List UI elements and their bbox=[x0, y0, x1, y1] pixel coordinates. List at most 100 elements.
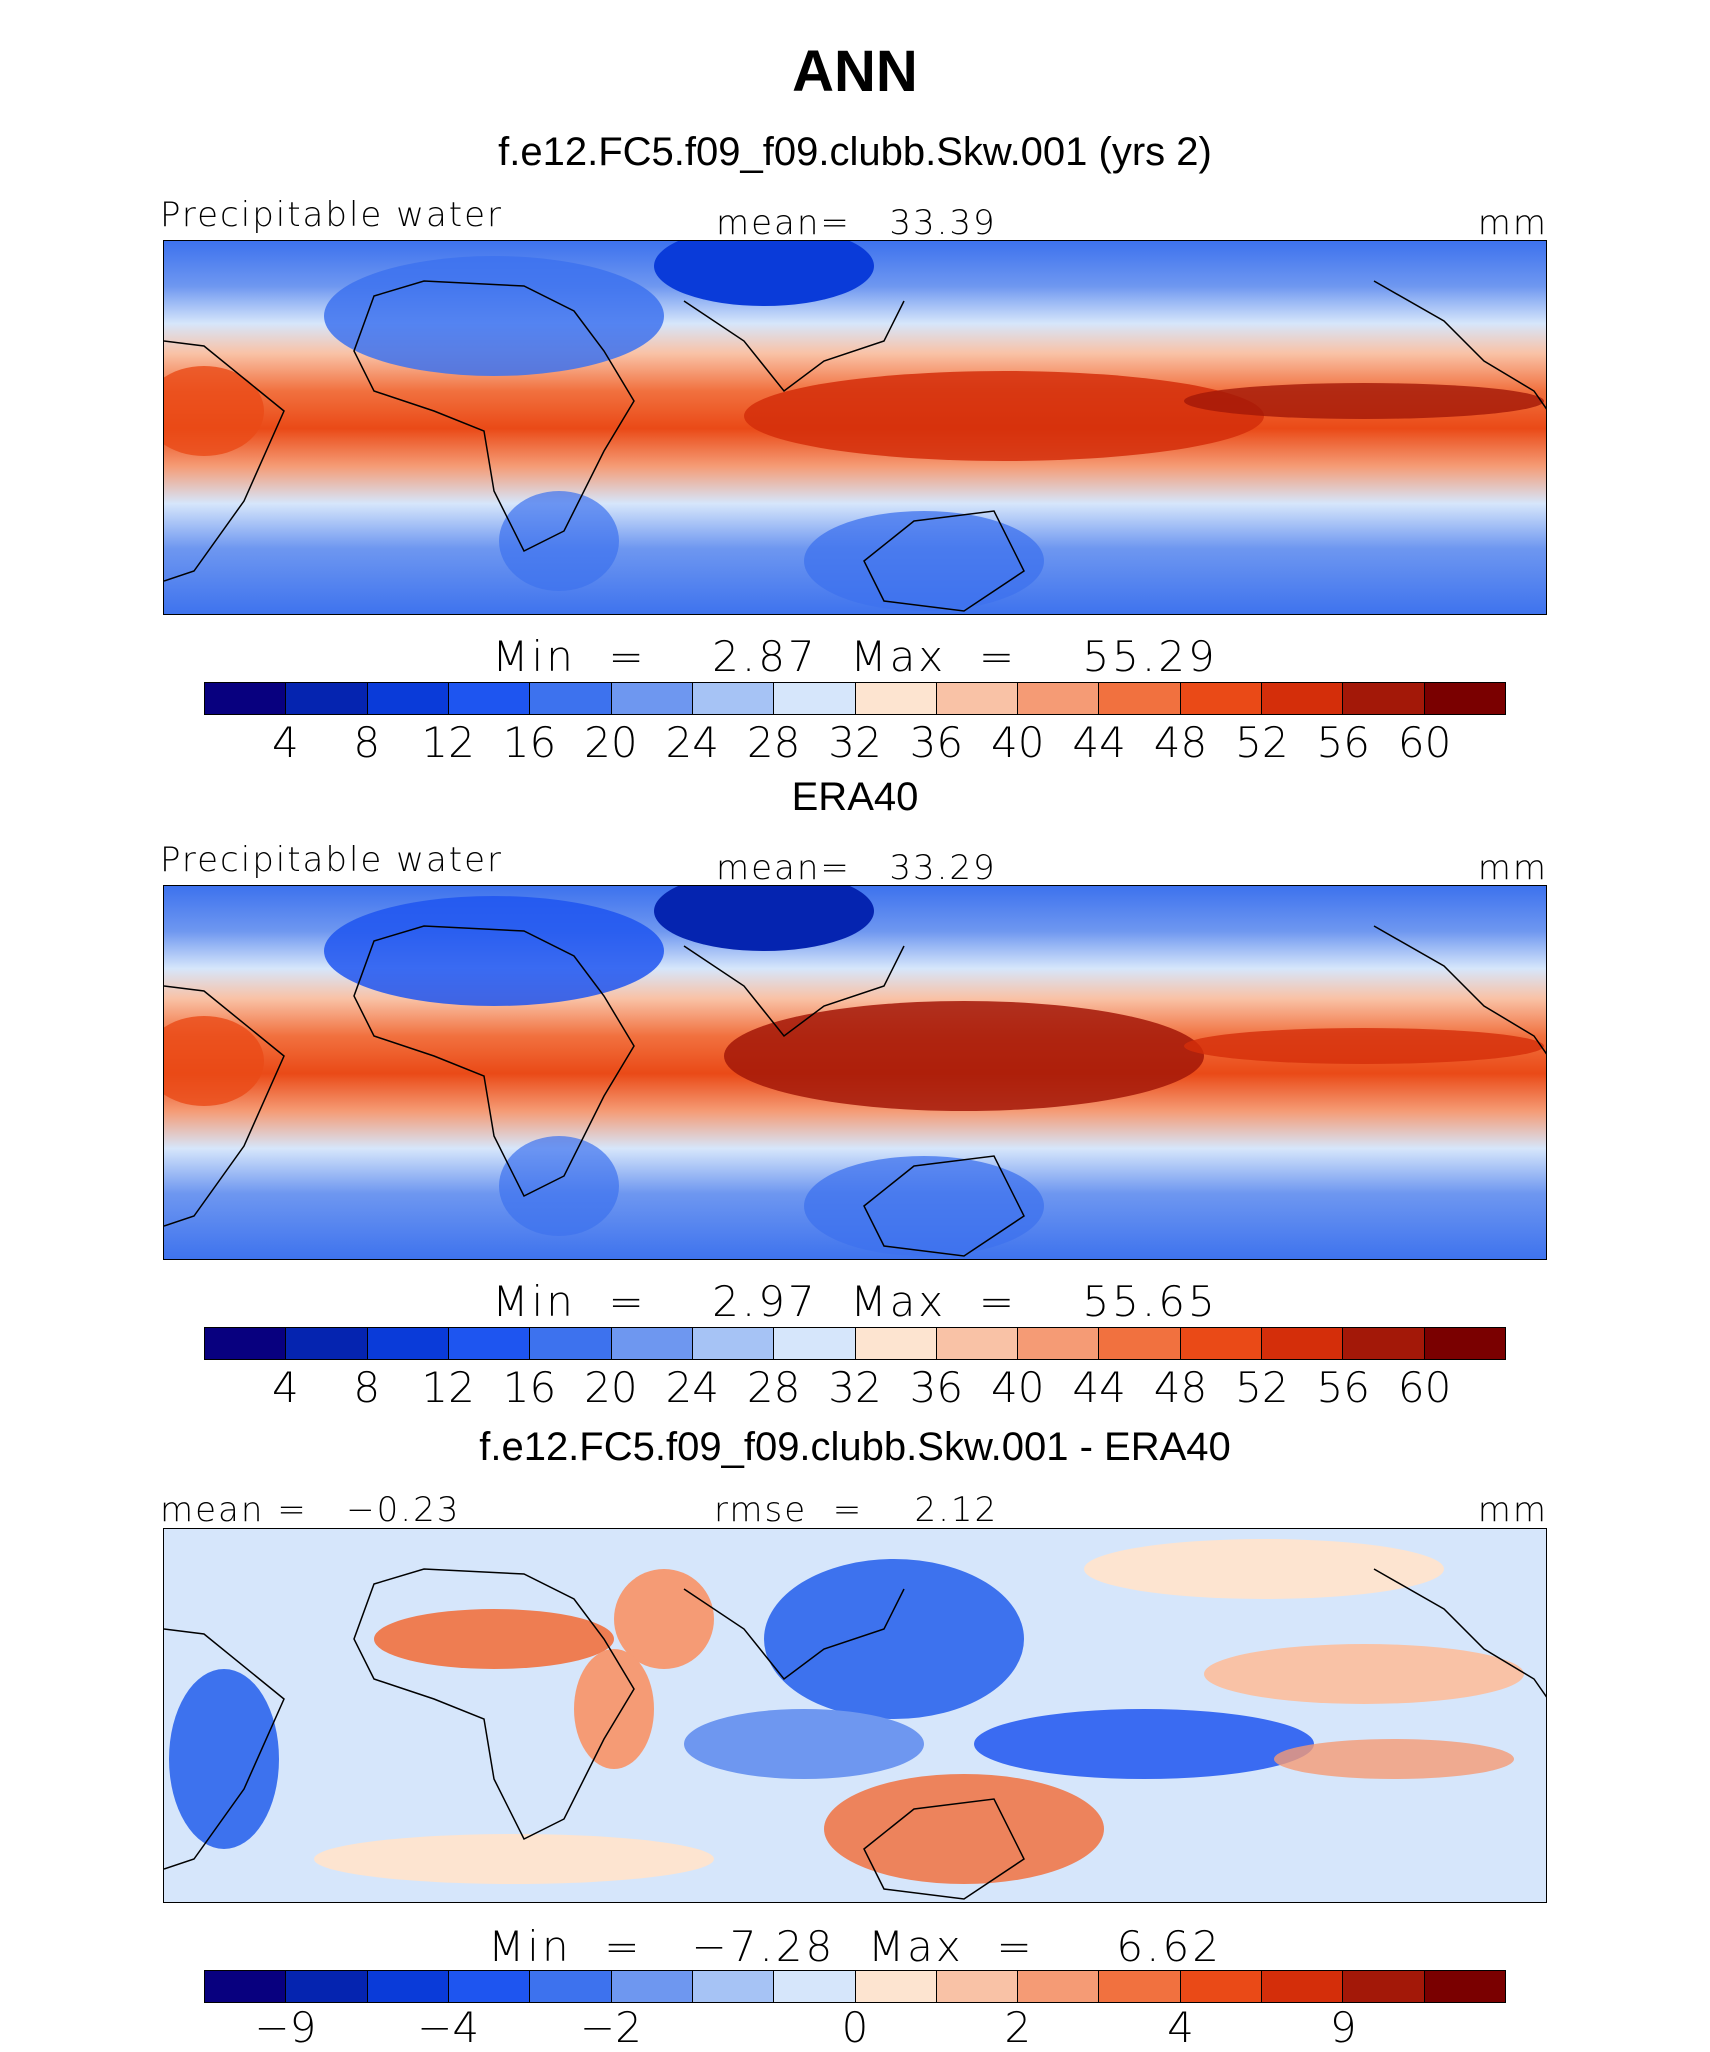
panel2-units-label: mm bbox=[1477, 848, 1548, 888]
colorbar-tick-label: 20 bbox=[584, 718, 638, 767]
colorbar-swatch bbox=[205, 1328, 287, 1359]
colorbar-swatch bbox=[855, 1328, 937, 1359]
colorbar-swatch bbox=[286, 683, 368, 714]
amazon-moist bbox=[164, 1016, 264, 1106]
panel2-colorbar-ticks: 4 8 12 16 20 24 28 32 36 40 44 48 52 56 60 bbox=[204, 1363, 1506, 1412]
colorbar-tick-label: 52 bbox=[1235, 1363, 1289, 1412]
colorbar-tick-label: 8 bbox=[353, 1363, 381, 1412]
west-pacific-warm-pool bbox=[744, 371, 1264, 461]
tibet-dry-region bbox=[654, 886, 874, 951]
colorbar-swatch bbox=[692, 683, 775, 714]
colorbar-swatch bbox=[1343, 1971, 1425, 2002]
colorbar-swatch bbox=[205, 683, 287, 714]
colorbar-swatch bbox=[1099, 683, 1181, 714]
colorbar-tick-label: 16 bbox=[502, 718, 557, 767]
colorbar-tick-label: 40 bbox=[991, 718, 1045, 767]
colorbar-tick-label: −9 bbox=[254, 2003, 317, 2052]
colorbar-tick-label: 12 bbox=[421, 1363, 475, 1412]
colorbar-tick-label: 36 bbox=[909, 718, 964, 767]
colorbar-tick-label: 20 bbox=[584, 1363, 638, 1412]
colorbar-swatch bbox=[855, 683, 937, 714]
colorbar-tick-label: 36 bbox=[909, 1363, 964, 1412]
north-pacific-positive bbox=[1084, 1539, 1444, 1599]
colorbar-swatch bbox=[1343, 683, 1425, 714]
panel2-mean-label: mean= 33.29 bbox=[716, 848, 997, 888]
colorbar-swatch bbox=[855, 1971, 937, 2002]
colorbar-tick-label: 48 bbox=[1153, 718, 1208, 767]
colorbar-swatch bbox=[1424, 1328, 1505, 1359]
colorbar-swatch bbox=[1180, 1971, 1263, 2002]
australia-positive bbox=[824, 1774, 1104, 1884]
colorbar-swatch bbox=[936, 1971, 1019, 2002]
panel2-variable-label: Precipitable water bbox=[160, 840, 504, 880]
colorbar-tick-label: −2 bbox=[579, 2003, 642, 2052]
australia-dry bbox=[804, 1156, 1044, 1256]
colorbar-swatch bbox=[774, 1328, 856, 1359]
panel2-map bbox=[163, 885, 1547, 1260]
coastline-outline bbox=[164, 925, 1546, 1257]
southern-africa-dry bbox=[499, 1136, 619, 1236]
colorbar-swatch bbox=[1424, 1971, 1505, 2002]
colorbar-swatch bbox=[1180, 1328, 1263, 1359]
colorbar-tick-label: 56 bbox=[1316, 718, 1370, 767]
sahara-dry-region bbox=[324, 896, 664, 1006]
colorbar-tick-label: 60 bbox=[1397, 1363, 1452, 1412]
colorbar-swatch bbox=[286, 1971, 368, 2002]
colorbar-swatch bbox=[1343, 1328, 1425, 1359]
colorbar-tick-label: 28 bbox=[746, 718, 801, 767]
east-pacific-itcz bbox=[1184, 383, 1544, 419]
colorbar-swatch bbox=[1099, 1328, 1181, 1359]
colorbar-swatch bbox=[448, 1971, 531, 2002]
colorbar-tick-label: 24 bbox=[665, 718, 719, 767]
colorbar-tick-label: −4 bbox=[417, 2003, 480, 2052]
panel2-minmax: Min = 2.97 Max = 55.65 bbox=[492, 1277, 1218, 1326]
colorbar-swatch bbox=[367, 1971, 449, 2002]
australia-dry bbox=[804, 511, 1044, 611]
panel3-colorbar bbox=[204, 1970, 1506, 2003]
colorbar-tick-label: 9 bbox=[1329, 2003, 1357, 2052]
east-africa-positive bbox=[574, 1649, 654, 1769]
sahel-positive bbox=[374, 1609, 614, 1669]
colorbar-tick-label: 4 bbox=[272, 718, 299, 767]
colorbar-tick-label: 44 bbox=[1072, 718, 1126, 767]
colorbar-swatch bbox=[692, 1971, 775, 2002]
colorbar-swatch bbox=[1262, 683, 1344, 714]
figure-title: ANN bbox=[792, 39, 918, 104]
colorbar-swatch bbox=[448, 683, 531, 714]
colorbar-tick-label: 2 bbox=[1004, 2003, 1032, 2052]
colorbar-swatch bbox=[448, 1328, 531, 1359]
panel3-minmax: Min = −7.28 Max = 6.62 bbox=[488, 1922, 1222, 1971]
west-pacific-warm-pool bbox=[724, 1001, 1204, 1111]
colorbar-tick-label: 48 bbox=[1153, 1363, 1208, 1412]
colorbar-swatch bbox=[530, 1971, 612, 2002]
amazon-negative bbox=[169, 1669, 279, 1849]
colorbar-swatch bbox=[1099, 1971, 1181, 2002]
colorbar-tick-label: 16 bbox=[502, 1363, 557, 1412]
colorbar-tick-label: 0 bbox=[841, 2003, 869, 2052]
coastline-outline bbox=[164, 1568, 1546, 1900]
panel1-mean-label: mean= 33.39 bbox=[716, 203, 997, 243]
colorbar-tick-label: 8 bbox=[353, 718, 381, 767]
colorbar-tick-label: 28 bbox=[746, 1363, 801, 1412]
colorbar-swatch bbox=[1018, 1328, 1100, 1359]
colorbar-tick-label: 52 bbox=[1235, 718, 1289, 767]
tibet-dry-region bbox=[654, 241, 874, 306]
panel3-rmse-label: rmse = 2.12 bbox=[714, 1490, 999, 1530]
panel1-map bbox=[163, 240, 1547, 615]
colorbar-swatch bbox=[367, 683, 449, 714]
colorbar-tick-label: 4 bbox=[272, 1363, 299, 1412]
colorbar-tick-label: 32 bbox=[828, 718, 882, 767]
colorbar-swatch bbox=[1262, 1971, 1344, 2002]
colorbar-swatch bbox=[692, 1328, 775, 1359]
colorbar-tick-label: 12 bbox=[421, 718, 475, 767]
panel3-units-label: mm bbox=[1477, 1490, 1548, 1530]
panel2-title: ERA40 bbox=[791, 775, 919, 819]
indian-ocean-negative bbox=[764, 1559, 1024, 1719]
colorbar-tick-label: 44 bbox=[1072, 1363, 1126, 1412]
colorbar-swatch bbox=[611, 1971, 693, 2002]
panel3-mean-label: mean = −0.23 bbox=[160, 1490, 461, 1530]
panel1-colorbar bbox=[204, 682, 1506, 715]
panel1-title: f.e12.FC5.f09_f09.clubb.Skw.001 (yrs 2) bbox=[498, 130, 1212, 174]
colorbar-tick-label: 60 bbox=[1397, 718, 1452, 767]
south-pacific-positive bbox=[1274, 1739, 1514, 1779]
